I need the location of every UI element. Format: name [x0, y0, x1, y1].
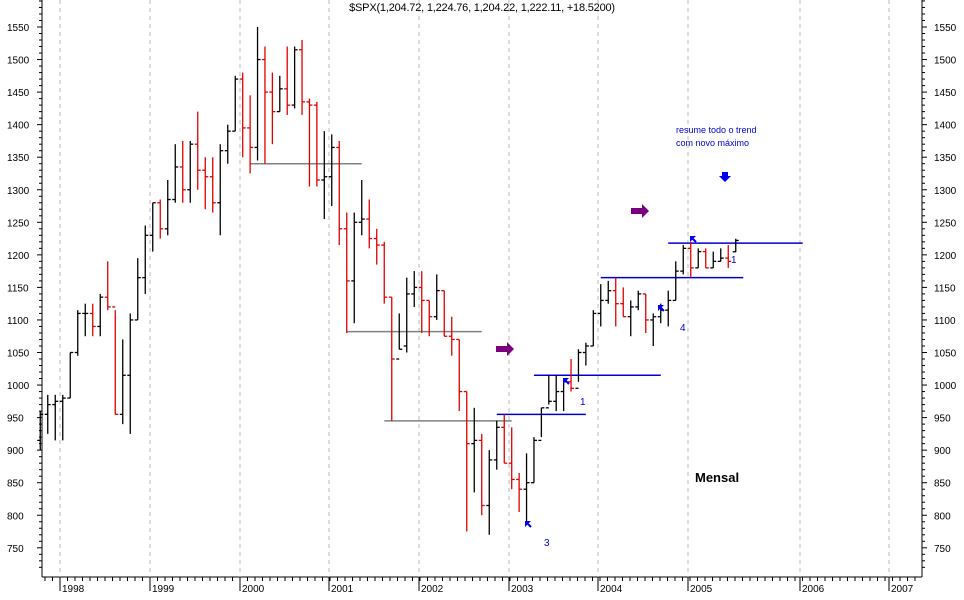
- y-tick-label: 1400: [7, 121, 30, 132]
- y-tick-label: 1250: [7, 218, 30, 229]
- x-tick-label: 2002: [421, 584, 444, 595]
- x-tick-label: 2001: [331, 584, 354, 595]
- blue-down-arrow-icon: [719, 172, 731, 182]
- blue-arrow-shaft: [690, 236, 697, 243]
- y-tick-label: 1350: [934, 153, 957, 164]
- y-tick-label: 1450: [7, 88, 30, 99]
- y-tick-label: 1300: [934, 186, 957, 197]
- annotation-note: resume todo o trend com novo máximo: [676, 124, 757, 150]
- y-tick-label: 1100: [934, 316, 956, 327]
- y-tick-label: 850: [934, 479, 951, 490]
- blue-arrow-shaft: [658, 305, 665, 312]
- chart-title: $SPX(1,204.72, 1,224.76, 1,204.22, 1,222…: [349, 2, 615, 14]
- annotation-number: 3: [544, 538, 550, 549]
- y-tick-label: 1200: [7, 251, 30, 262]
- y-tick-label: 1150: [7, 283, 29, 294]
- y-tick-label: 800: [7, 511, 24, 522]
- x-tick-label: 2000: [242, 584, 265, 595]
- x-tick-label: 1999: [152, 584, 175, 595]
- y-tick-label: 800: [934, 511, 951, 522]
- y-tick-label: 1000: [7, 381, 30, 392]
- purple-right-arrow-icon: [496, 342, 514, 356]
- y-tick-label: 1100: [7, 316, 29, 327]
- x-tick-label: 2005: [690, 584, 713, 595]
- x-tick-label: 2006: [802, 584, 825, 595]
- x-tick-label: 2003: [511, 584, 534, 595]
- y-tick-label: 1550: [934, 23, 957, 34]
- y-tick-label: 1250: [934, 218, 957, 229]
- y-tick-label: 1200: [934, 251, 957, 262]
- y-tick-label: 1450: [934, 88, 957, 99]
- blue-arrow-shaft: [525, 521, 532, 528]
- y-tick-label: 1300: [7, 186, 30, 197]
- y-tick-label: 950: [934, 414, 951, 425]
- y-tick-label: 750: [934, 544, 951, 555]
- y-tick-label: 900: [934, 446, 951, 457]
- y-tick-label: 1050: [934, 349, 957, 360]
- annotation-note-line1: resume todo o trend: [676, 125, 757, 135]
- y-tick-label: 1550: [7, 23, 30, 34]
- y-tick-label: 850: [7, 479, 24, 490]
- annotation-number: 1: [580, 397, 586, 408]
- y-tick-label: 1350: [7, 153, 30, 164]
- y-tick-label: 750: [7, 544, 24, 555]
- y-tick-label: 1150: [934, 283, 956, 294]
- annotation-number: 1: [731, 255, 737, 266]
- y-tick-label: 1500: [7, 56, 30, 67]
- y-tick-label: 1500: [934, 56, 957, 67]
- purple-right-arrow-icon: [631, 204, 649, 218]
- x-tick-label: 2007: [891, 584, 914, 595]
- blue-arrow-shaft: [563, 378, 570, 385]
- x-tick-label: 1998: [62, 584, 85, 595]
- y-tick-label: 1050: [7, 349, 30, 360]
- x-tick-label: 2004: [600, 584, 623, 595]
- y-tick-label: 1400: [934, 121, 957, 132]
- y-tick-label: 1000: [934, 381, 957, 392]
- timeframe-label: Mensal: [695, 470, 740, 485]
- y-tick-label: 900: [7, 446, 24, 457]
- annotation-number: 4: [680, 323, 686, 334]
- annotation-note-line2: com novo máximo: [676, 138, 750, 148]
- y-tick-label: 950: [7, 414, 24, 425]
